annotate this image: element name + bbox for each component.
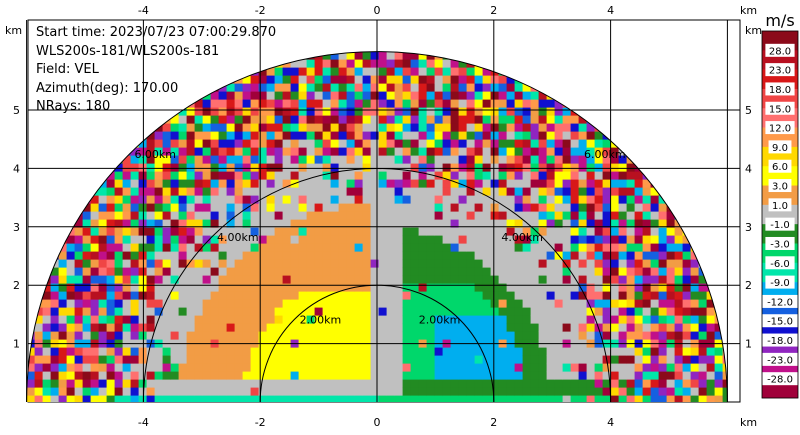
colorbar-label: 15.0 <box>769 104 791 115</box>
y-tick-right-1: 1 <box>745 338 752 351</box>
range-ring-label-right-4: 4.00km <box>501 231 543 244</box>
colorbar-label-bg <box>762 372 798 386</box>
colorbar-label: 3.0 <box>772 182 788 193</box>
y-unit-left-label: km <box>5 24 22 37</box>
colorbar-label-bg <box>762 294 798 308</box>
colorbar-title: m/s <box>765 11 794 30</box>
y-tick-left-4: 4 <box>13 162 20 175</box>
colorbar-label-bg <box>768 198 792 212</box>
x-tick-bottom-4: 4 <box>607 416 614 429</box>
colorbar-label-bg <box>765 236 795 250</box>
nrays-text: NRays: 180 <box>36 99 111 114</box>
colorbar-label-bg <box>762 314 798 328</box>
colorbar-label-bg <box>768 159 792 173</box>
x-tick-bottom--2: -2 <box>255 416 266 429</box>
colorbar-label: -9.0 <box>770 278 790 289</box>
colorbar-label: -1.0 <box>770 220 790 231</box>
range-ring-label-left-4: 4.00km <box>217 231 259 244</box>
range-ring-label-left-2: 2.00km <box>300 313 342 326</box>
x-tick-top--2: -2 <box>255 4 266 17</box>
y-tick-left-5: 5 <box>13 104 20 117</box>
x-tick-top--4: -4 <box>138 4 149 17</box>
scan-info: Start time: 2023/07/23 07:00:29.870 WLS2… <box>36 24 276 117</box>
colorbar-label-bg <box>768 140 792 154</box>
colorbar-label-bg <box>765 101 795 115</box>
range-ring-4 <box>142 167 612 403</box>
colorbar-label-bg <box>762 352 798 366</box>
range-ring-2 <box>259 284 495 403</box>
x-tick-bottom-2: 2 <box>490 416 497 429</box>
x-tick-top-2: 2 <box>490 4 497 17</box>
x-tick-top-0: 0 <box>374 4 381 17</box>
range-ring-label-right-6: 6.00km <box>584 148 626 161</box>
range-ring-label-left-6: 6.00km <box>134 148 176 161</box>
colorbar-label-bg <box>765 275 795 289</box>
colorbar-label: -6.0 <box>770 259 790 270</box>
x-tick-bottom-0: 0 <box>374 416 381 429</box>
y-tick-left-2: 2 <box>13 279 20 292</box>
field-text: Field: VEL <box>36 62 99 77</box>
colorbar-label: 12.0 <box>769 124 791 135</box>
velocity-field <box>26 51 728 402</box>
y-unit-right-label: km <box>745 24 762 37</box>
start-time-text: Start time: 2023/07/23 07:00:29.870 <box>36 25 277 40</box>
colorbar-label-bg <box>768 179 792 193</box>
colorbar-label: 9.0 <box>772 143 788 154</box>
colorbar-label: -18.0 <box>767 336 793 347</box>
y-tick-left-1: 1 <box>13 338 20 351</box>
x-unit-bottom-label: km <box>740 416 757 429</box>
colorbar-label-bg <box>765 63 795 77</box>
colorbar-label-bg <box>765 43 795 57</box>
y-tick-right-2: 2 <box>745 279 752 292</box>
colorbar-label-bg <box>765 217 795 231</box>
x-tick-top-4: 4 <box>607 4 614 17</box>
colorbar-label-bg <box>765 121 795 135</box>
colorbar-label: 18.0 <box>769 85 791 96</box>
colorbar-label: -28.0 <box>767 375 793 386</box>
y-tick-left-3: 3 <box>13 221 20 234</box>
colorbar-label: -3.0 <box>770 239 790 250</box>
axis-ticks: -4 -4 -2 -2 0 0 2 2 4 4 1 1 2 2 3 3 4 4 5 5 km km km km <box>5 4 762 429</box>
y-tick-right-4: 4 <box>745 162 752 175</box>
range-ring-6 <box>26 51 728 403</box>
colorbar: m/s 28.0 23.0 18.0 15.0 12.0 9.0 6.0 3.0 1.0 -1.0 -… <box>761 11 799 399</box>
colorbar-label-bg <box>762 333 798 347</box>
colorbar-label: -23.0 <box>767 355 793 366</box>
y-tick-right-3: 3 <box>745 221 752 234</box>
colorbar-label-bg <box>765 256 795 270</box>
colorbar-label: 1.0 <box>772 201 788 212</box>
colorbar-label-bg <box>765 82 795 96</box>
colorbar-label: 23.0 <box>769 66 791 77</box>
colorbar-label: 6.0 <box>772 162 788 173</box>
colorbar-label: 28.0 <box>769 46 791 57</box>
instrument-text: WLS200s-181/WLS200s-181 <box>36 43 220 59</box>
colorbar-label: -15.0 <box>767 317 793 328</box>
colorbar-label: -12.0 <box>767 297 793 308</box>
range-ring-label-right-2: 2.00km <box>419 313 461 326</box>
x-unit-top-label: km <box>740 4 757 17</box>
azimuth-text: Azimuth(deg): 170.00 <box>36 80 179 96</box>
y-tick-right-5: 5 <box>745 104 752 117</box>
x-tick-bottom--4: -4 <box>138 416 149 429</box>
